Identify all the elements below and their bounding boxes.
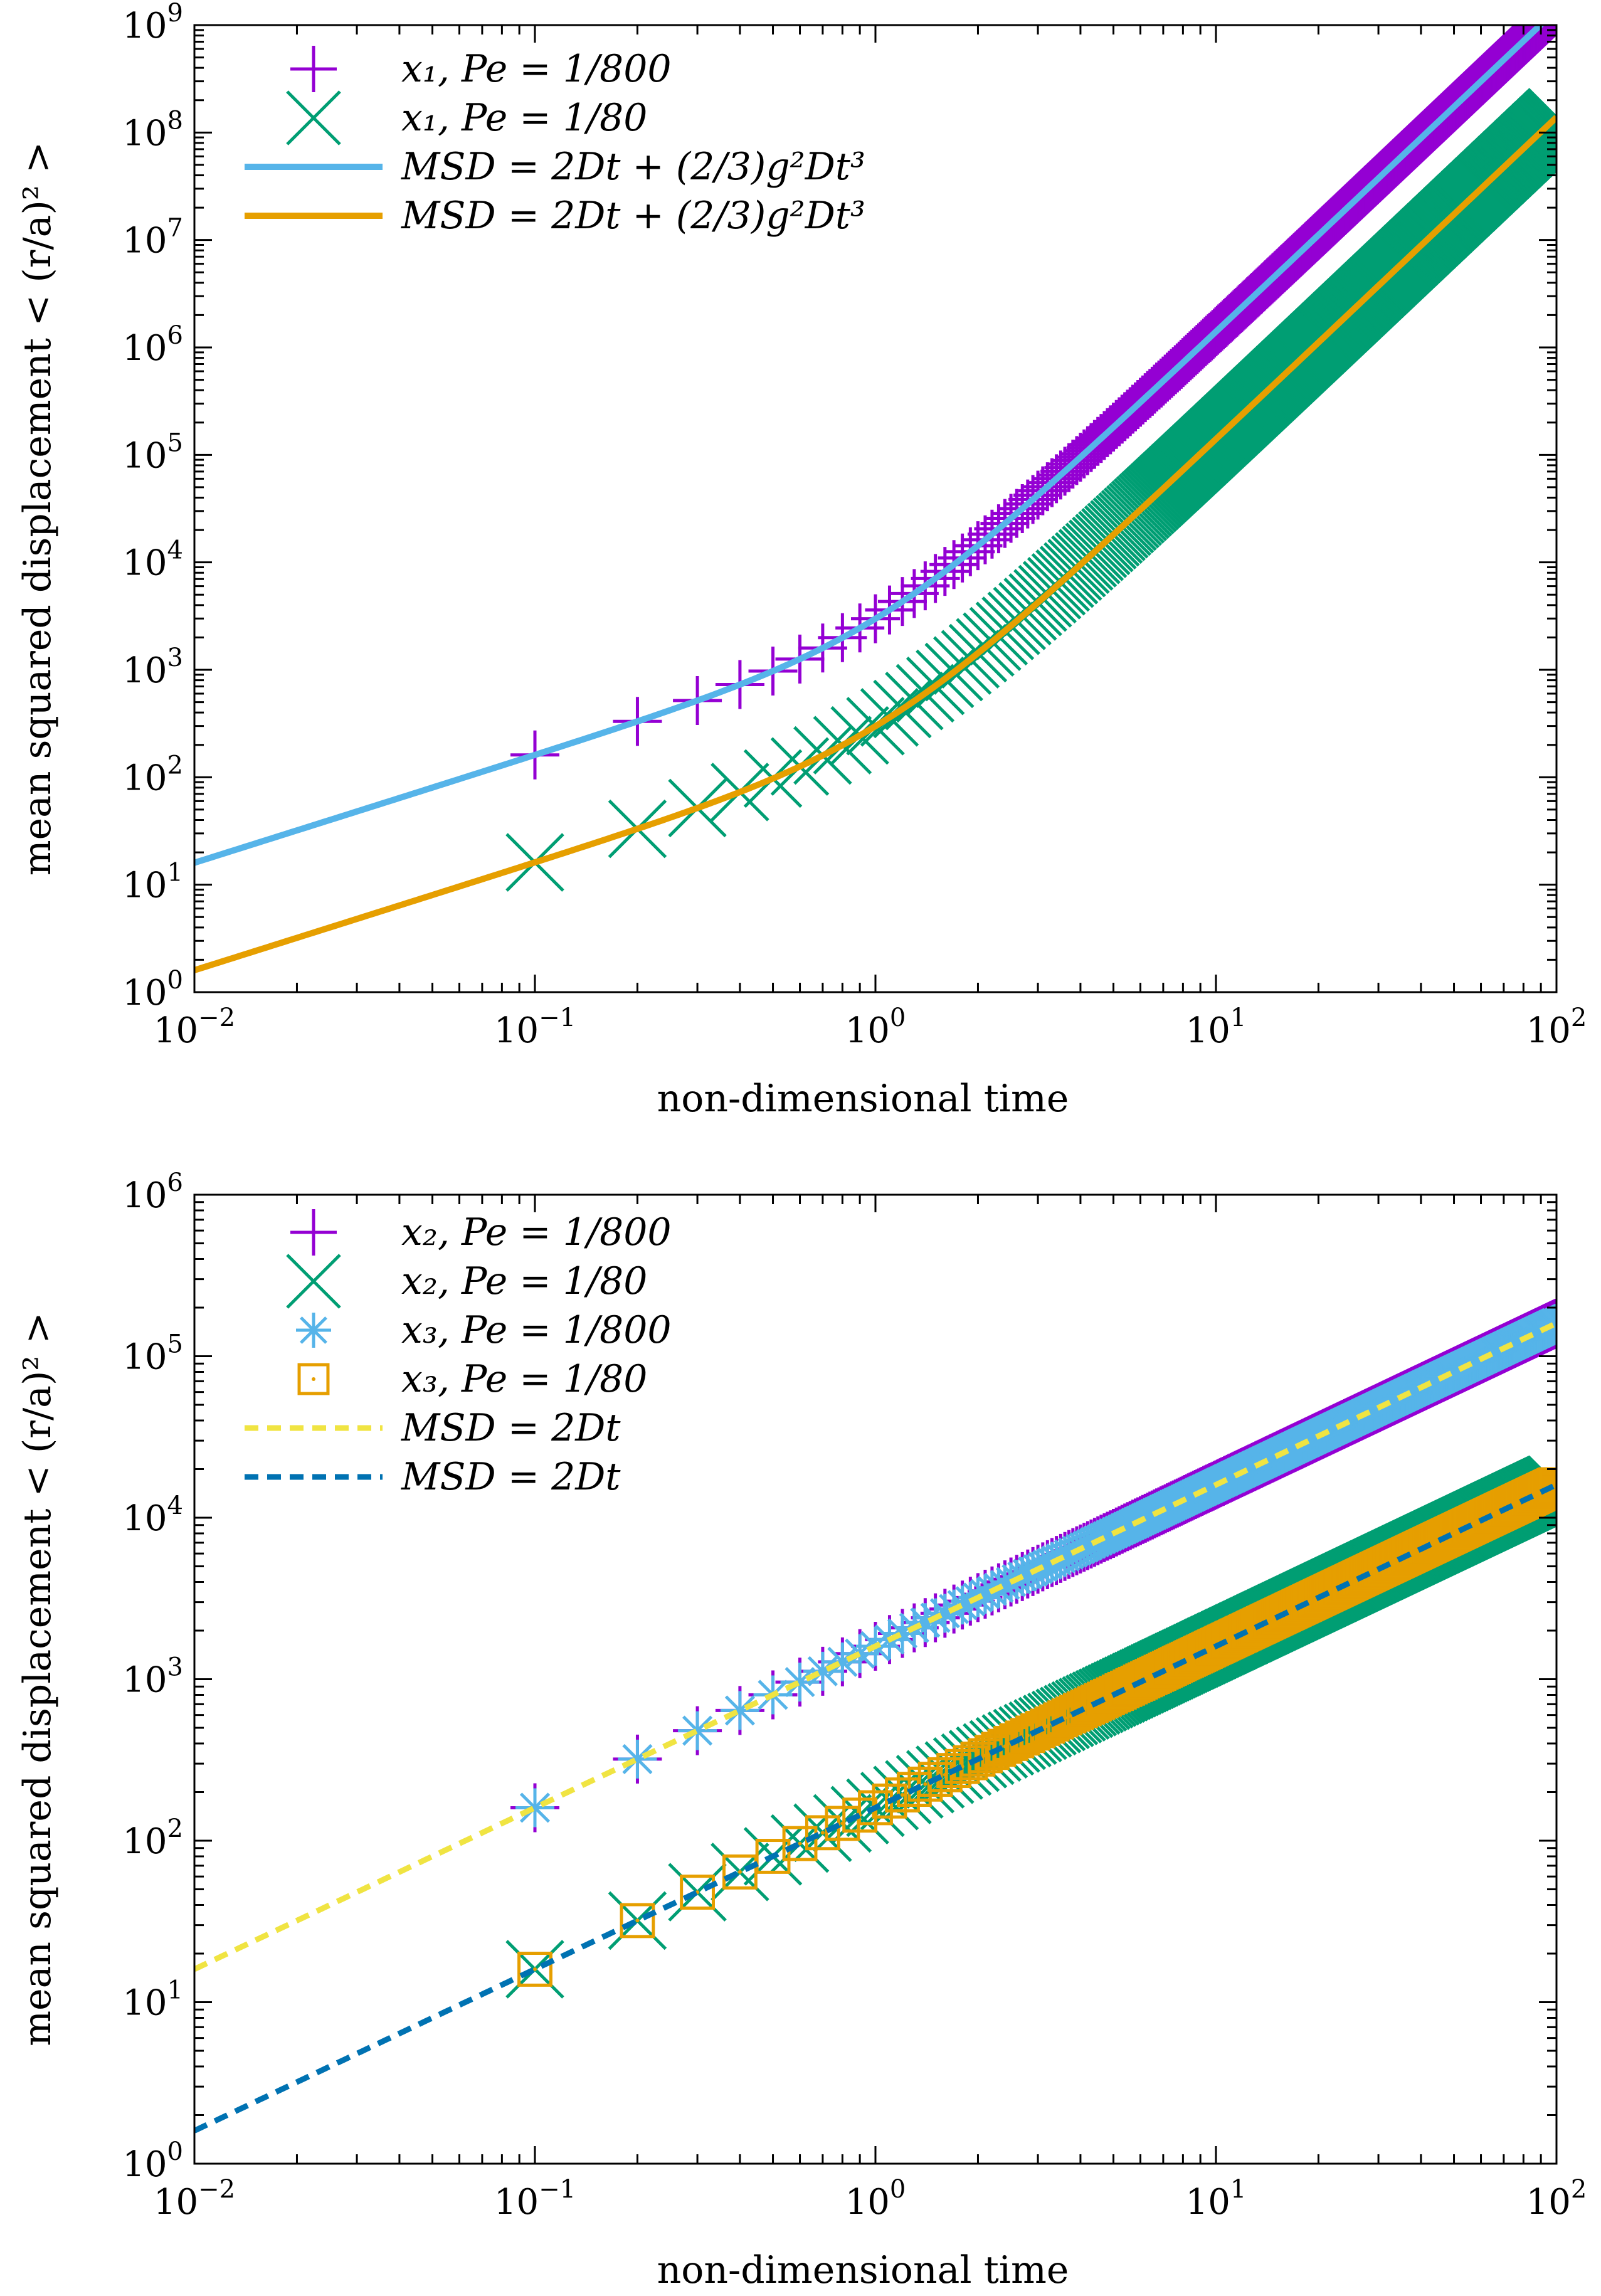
y-axis-title: mean squared displacement < (r/a)² > xyxy=(16,142,60,876)
y-tick-label: 105 xyxy=(122,428,183,476)
legend-swatch xyxy=(286,90,341,145)
x-tick-label: 10−1 xyxy=(494,1003,576,1051)
y-tick-label: 104 xyxy=(122,536,183,584)
y-tick-label: 100 xyxy=(122,966,183,1013)
series-line-1-1 xyxy=(194,25,1545,866)
plot-frame-1 xyxy=(193,24,1558,993)
chart-panel-2: 10−2 10−1 100 101 102100101102103104105106no… xyxy=(16,1168,1587,2292)
y-tick-label: 102 xyxy=(122,751,183,798)
data-point-2-3 xyxy=(720,1691,759,1730)
x-tick-label: 100 xyxy=(845,1003,906,1051)
series-line-1-2 xyxy=(194,115,1556,973)
legend-1: x₁, Pe = 1/800 x₁, Pe = 1/80 MSD = 2Dt + (… xyxy=(245,46,865,238)
y-tick-label: 108 xyxy=(122,106,183,154)
plot-area-1 xyxy=(194,25,1556,973)
y-tick-label: 101 xyxy=(122,859,183,906)
y-tick-label: 109 xyxy=(122,0,183,46)
legend-item: MSD = 2Dt + (2/3)g²Dt³ xyxy=(245,145,865,189)
legend-item: x₁, Pe = 1/800 xyxy=(290,46,672,92)
legend-item: x₁, Pe = 1/80 xyxy=(286,90,647,145)
data-point-2-3 xyxy=(678,1711,717,1750)
x-tick-label: 101 xyxy=(1186,1003,1247,1051)
legend-label: x₁, Pe = 1/80 xyxy=(401,96,647,140)
series-1-1 xyxy=(510,25,1556,780)
y-tick-label: 107 xyxy=(122,214,183,262)
y-tick-label: 103 xyxy=(122,643,183,691)
legend-item: MSD = 2Dt + (2/3)g²Dt³ xyxy=(245,194,865,238)
legend-label: x₁, Pe = 1/800 xyxy=(401,47,672,91)
ticks-1 xyxy=(193,24,1558,993)
x-tick-label: 10−2 xyxy=(154,1003,235,1051)
y-tick-label: 106 xyxy=(122,321,183,369)
x-axis-title: non-dimensional time xyxy=(657,1077,1069,1121)
legend-label: MSD = 2Dt + (2/3)g²Dt³ xyxy=(401,194,865,238)
chart-panel-1: 10−2 10−1 100 101 102 100 101 102 103 104 105 106 10… xyxy=(16,0,1587,1121)
data-point-2-3 xyxy=(515,1788,554,1828)
data-point-2-3 xyxy=(618,1739,657,1779)
x-tick-label: 102 xyxy=(1526,1003,1587,1051)
legend-swatch xyxy=(290,46,337,92)
legend-label: MSD = 2Dt + (2/3)g²Dt³ xyxy=(401,145,865,189)
plot-area-2 xyxy=(194,1298,1556,2134)
